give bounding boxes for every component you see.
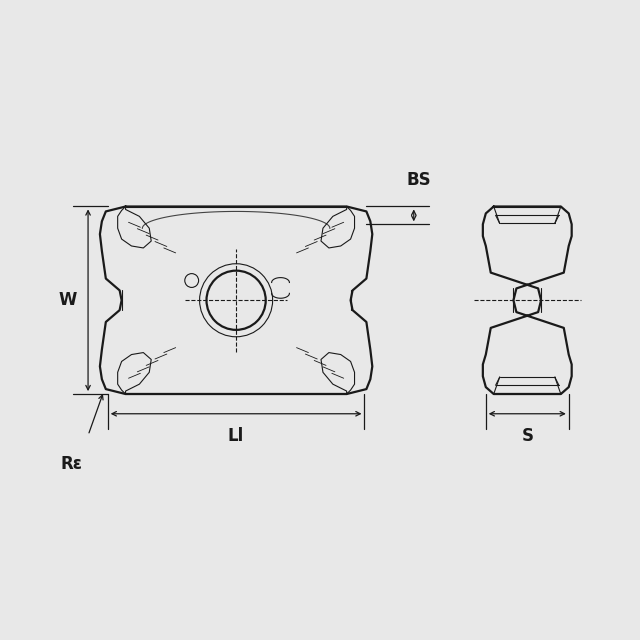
Text: Rε: Rε (60, 455, 83, 473)
Text: Ll: Ll (228, 427, 244, 445)
Text: W: W (59, 291, 77, 309)
Text: BS: BS (406, 171, 431, 189)
Text: S: S (521, 427, 533, 445)
